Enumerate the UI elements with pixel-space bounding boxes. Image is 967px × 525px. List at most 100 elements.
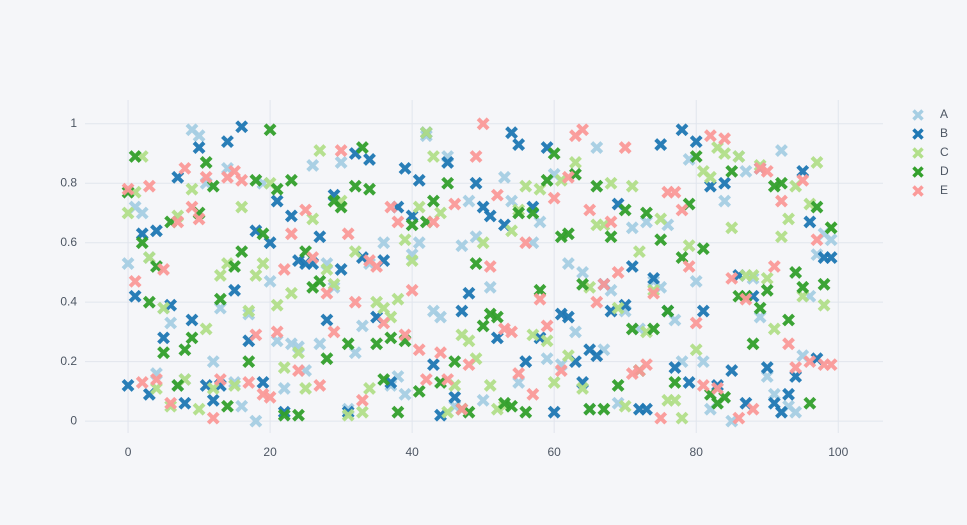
marker <box>292 364 305 377</box>
marker <box>625 179 639 193</box>
marker <box>746 337 760 351</box>
marker <box>292 408 305 422</box>
marker <box>284 227 298 241</box>
marker <box>775 194 788 208</box>
marker <box>689 135 703 149</box>
marker <box>185 313 199 327</box>
marker <box>554 307 568 321</box>
marker <box>242 355 256 369</box>
marker <box>512 203 526 217</box>
marker <box>185 200 199 214</box>
marker <box>469 176 483 190</box>
marker <box>753 161 767 175</box>
marker <box>689 274 703 288</box>
marker <box>611 379 625 392</box>
marker <box>320 286 334 300</box>
legend-marker <box>912 147 924 159</box>
marker <box>590 295 604 309</box>
marker <box>483 209 497 223</box>
marker <box>398 161 412 175</box>
marker <box>775 144 788 157</box>
marker <box>675 411 689 425</box>
marker <box>448 390 462 404</box>
marker <box>157 331 170 345</box>
marker <box>427 215 440 229</box>
marker <box>824 358 838 372</box>
marker <box>803 355 817 369</box>
marker <box>640 358 653 372</box>
marker <box>412 384 426 398</box>
marker <box>654 233 668 247</box>
marker <box>689 150 703 163</box>
marker <box>320 352 334 366</box>
marker <box>363 153 376 166</box>
marker <box>640 206 653 220</box>
marker <box>256 387 270 401</box>
marker <box>746 271 760 285</box>
marker <box>157 301 170 315</box>
y-tick-label: 1 <box>70 116 77 130</box>
marker <box>263 123 277 137</box>
x-tick-label: 0 <box>125 445 132 459</box>
marker <box>476 393 490 407</box>
marker <box>753 301 767 315</box>
marker <box>192 129 206 143</box>
marker <box>384 331 398 345</box>
marker <box>505 325 518 339</box>
marker <box>398 328 412 342</box>
marker <box>313 274 327 288</box>
marker <box>760 361 774 375</box>
marker <box>625 221 639 235</box>
marker <box>796 173 810 187</box>
marker <box>561 170 575 184</box>
marker <box>725 414 739 428</box>
marker <box>739 164 753 178</box>
marker <box>625 260 639 273</box>
marker <box>277 405 291 419</box>
marker <box>675 203 689 217</box>
marker <box>157 263 170 276</box>
marker <box>505 399 518 413</box>
marker <box>519 355 533 369</box>
marker <box>292 346 305 360</box>
marker <box>725 164 739 178</box>
marker <box>213 373 227 386</box>
marker <box>725 271 739 285</box>
marker <box>746 269 760 282</box>
marker <box>490 188 504 202</box>
marker <box>732 411 746 425</box>
marker <box>718 147 732 160</box>
marker <box>732 150 746 163</box>
marker <box>284 286 298 300</box>
marker <box>235 245 249 259</box>
marker <box>817 298 831 312</box>
marker <box>185 182 199 196</box>
marker <box>526 328 540 342</box>
marker <box>199 156 213 169</box>
marker <box>320 313 334 327</box>
marker <box>462 194 476 208</box>
marker <box>540 334 554 348</box>
marker <box>455 402 469 416</box>
legend-label: D <box>940 164 949 178</box>
marker <box>355 319 369 333</box>
marker <box>824 221 838 235</box>
legend-label: A <box>940 107 948 121</box>
marker <box>746 402 760 416</box>
marker <box>796 280 810 294</box>
marker <box>483 280 497 294</box>
marker <box>739 292 753 306</box>
marker <box>448 197 462 211</box>
marker <box>334 200 348 214</box>
marker <box>242 304 256 318</box>
marker <box>370 260 384 273</box>
marker <box>150 373 163 386</box>
marker <box>419 126 433 140</box>
marker <box>206 355 220 369</box>
marker <box>327 325 341 339</box>
marker <box>604 230 618 244</box>
marker <box>441 405 455 419</box>
marker <box>654 212 668 226</box>
marker <box>221 257 234 270</box>
marker <box>391 405 405 419</box>
